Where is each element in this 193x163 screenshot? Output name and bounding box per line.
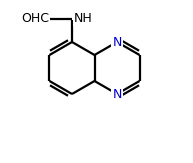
- Text: OHC: OHC: [21, 13, 49, 25]
- Text: NH: NH: [74, 13, 93, 25]
- Text: N: N: [112, 88, 122, 101]
- Text: N: N: [112, 36, 122, 49]
